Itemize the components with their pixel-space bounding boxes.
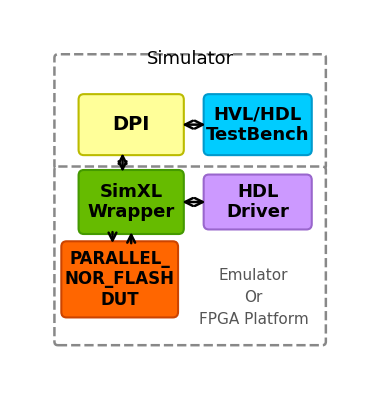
Text: HDL
Driver: HDL Driver bbox=[226, 182, 289, 221]
FancyBboxPatch shape bbox=[204, 94, 312, 155]
Text: Emulator
Or
FPGA Platform: Emulator Or FPGA Platform bbox=[198, 268, 308, 327]
Text: SimXL
Wrapper: SimXL Wrapper bbox=[88, 182, 175, 221]
FancyBboxPatch shape bbox=[61, 241, 178, 318]
Text: DPI: DPI bbox=[112, 115, 150, 134]
Text: HVL/HDL
TestBench: HVL/HDL TestBench bbox=[206, 105, 309, 144]
FancyBboxPatch shape bbox=[55, 167, 326, 345]
FancyBboxPatch shape bbox=[55, 54, 326, 169]
FancyBboxPatch shape bbox=[79, 94, 184, 155]
Text: Simulator: Simulator bbox=[147, 50, 234, 69]
FancyBboxPatch shape bbox=[79, 170, 184, 234]
Text: PARALLEL_
NOR_FLASH
DUT: PARALLEL_ NOR_FLASH DUT bbox=[65, 249, 175, 309]
FancyBboxPatch shape bbox=[204, 175, 312, 229]
